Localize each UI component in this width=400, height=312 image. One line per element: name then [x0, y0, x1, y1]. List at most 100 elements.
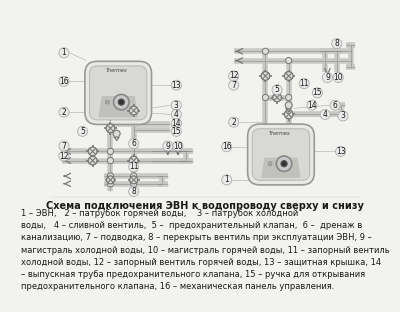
- Circle shape: [320, 110, 330, 119]
- Circle shape: [106, 124, 115, 133]
- Polygon shape: [262, 158, 300, 177]
- Circle shape: [229, 80, 239, 90]
- Circle shape: [222, 142, 232, 152]
- Circle shape: [129, 187, 139, 197]
- Circle shape: [171, 110, 181, 119]
- Polygon shape: [114, 137, 119, 141]
- Circle shape: [106, 176, 114, 184]
- Circle shape: [299, 79, 309, 89]
- Text: 5: 5: [80, 127, 85, 136]
- Text: 4: 4: [174, 110, 179, 119]
- Text: 10: 10: [173, 142, 183, 150]
- Text: 7: 7: [231, 81, 236, 90]
- Text: 14: 14: [307, 101, 317, 110]
- Circle shape: [322, 72, 332, 82]
- Circle shape: [262, 48, 268, 54]
- Circle shape: [171, 100, 181, 110]
- Circle shape: [273, 93, 281, 102]
- Text: 1 – ЭВН,   2 – патрубок горячей воды,    3 – патрубок холодной
воды,   4 – сливн: 1 – ЭВН, 2 – патрубок горячей воды, 3 – …: [21, 209, 389, 291]
- Circle shape: [268, 162, 272, 166]
- Text: 6: 6: [131, 139, 136, 148]
- Text: 13: 13: [336, 147, 346, 156]
- Text: 8: 8: [131, 187, 136, 196]
- Circle shape: [284, 72, 293, 80]
- Text: Схема подключения ЭВН к водопроводу сверху и снизу: Схема подключения ЭВН к водопроводу свер…: [46, 201, 364, 211]
- Circle shape: [276, 156, 292, 171]
- Circle shape: [129, 139, 139, 149]
- Text: 10: 10: [334, 73, 343, 82]
- Circle shape: [130, 156, 138, 165]
- Circle shape: [88, 156, 97, 165]
- Text: 4: 4: [323, 110, 328, 119]
- Circle shape: [130, 156, 138, 165]
- Circle shape: [130, 176, 138, 184]
- Circle shape: [163, 141, 173, 151]
- Text: 11: 11: [300, 79, 309, 88]
- Circle shape: [338, 111, 348, 121]
- Circle shape: [59, 76, 69, 86]
- Circle shape: [59, 141, 69, 151]
- Circle shape: [59, 151, 69, 161]
- Text: 2: 2: [62, 108, 66, 117]
- Text: 11: 11: [129, 162, 138, 171]
- Text: 15: 15: [312, 88, 322, 97]
- Circle shape: [106, 176, 114, 184]
- Text: 6: 6: [333, 101, 338, 110]
- FancyBboxPatch shape: [90, 66, 147, 120]
- Text: 9: 9: [165, 142, 170, 150]
- Circle shape: [107, 173, 114, 179]
- Circle shape: [59, 107, 69, 117]
- Circle shape: [59, 48, 69, 58]
- Text: 8: 8: [334, 39, 339, 48]
- Circle shape: [281, 161, 287, 167]
- Circle shape: [113, 130, 120, 137]
- Circle shape: [171, 126, 181, 136]
- Circle shape: [285, 102, 292, 109]
- Circle shape: [107, 158, 114, 164]
- Text: 9: 9: [325, 73, 330, 82]
- Circle shape: [130, 106, 138, 115]
- Circle shape: [107, 148, 114, 154]
- Text: 5: 5: [275, 85, 280, 94]
- Circle shape: [88, 147, 97, 156]
- Circle shape: [229, 117, 239, 127]
- Text: 16: 16: [59, 77, 69, 86]
- Circle shape: [88, 156, 97, 165]
- Circle shape: [284, 110, 293, 119]
- Circle shape: [171, 80, 181, 90]
- Circle shape: [173, 141, 183, 151]
- Circle shape: [330, 100, 340, 110]
- Circle shape: [130, 176, 138, 184]
- Text: 1: 1: [224, 175, 229, 184]
- Circle shape: [229, 71, 239, 81]
- Circle shape: [130, 173, 137, 179]
- Circle shape: [78, 126, 88, 136]
- Circle shape: [262, 95, 268, 100]
- Circle shape: [261, 72, 270, 80]
- Circle shape: [106, 124, 115, 133]
- Circle shape: [261, 72, 270, 80]
- Circle shape: [88, 147, 97, 156]
- FancyBboxPatch shape: [252, 129, 310, 180]
- Circle shape: [284, 72, 293, 80]
- Polygon shape: [286, 109, 291, 112]
- Circle shape: [286, 57, 292, 64]
- Text: Thermex: Thermex: [268, 131, 290, 136]
- FancyBboxPatch shape: [248, 124, 314, 185]
- Polygon shape: [99, 97, 137, 117]
- Text: 16: 16: [222, 142, 232, 151]
- Text: 12: 12: [229, 71, 238, 80]
- Circle shape: [284, 110, 293, 119]
- Circle shape: [130, 106, 138, 115]
- Circle shape: [333, 72, 343, 82]
- Circle shape: [114, 95, 129, 110]
- Circle shape: [171, 119, 181, 129]
- Text: Thermex: Thermex: [106, 68, 128, 73]
- Text: 12: 12: [59, 152, 69, 160]
- Text: 2: 2: [231, 118, 236, 127]
- Circle shape: [273, 93, 281, 102]
- Circle shape: [286, 95, 292, 100]
- Text: 3: 3: [340, 111, 345, 120]
- Text: 1: 1: [62, 48, 66, 57]
- Circle shape: [307, 100, 317, 110]
